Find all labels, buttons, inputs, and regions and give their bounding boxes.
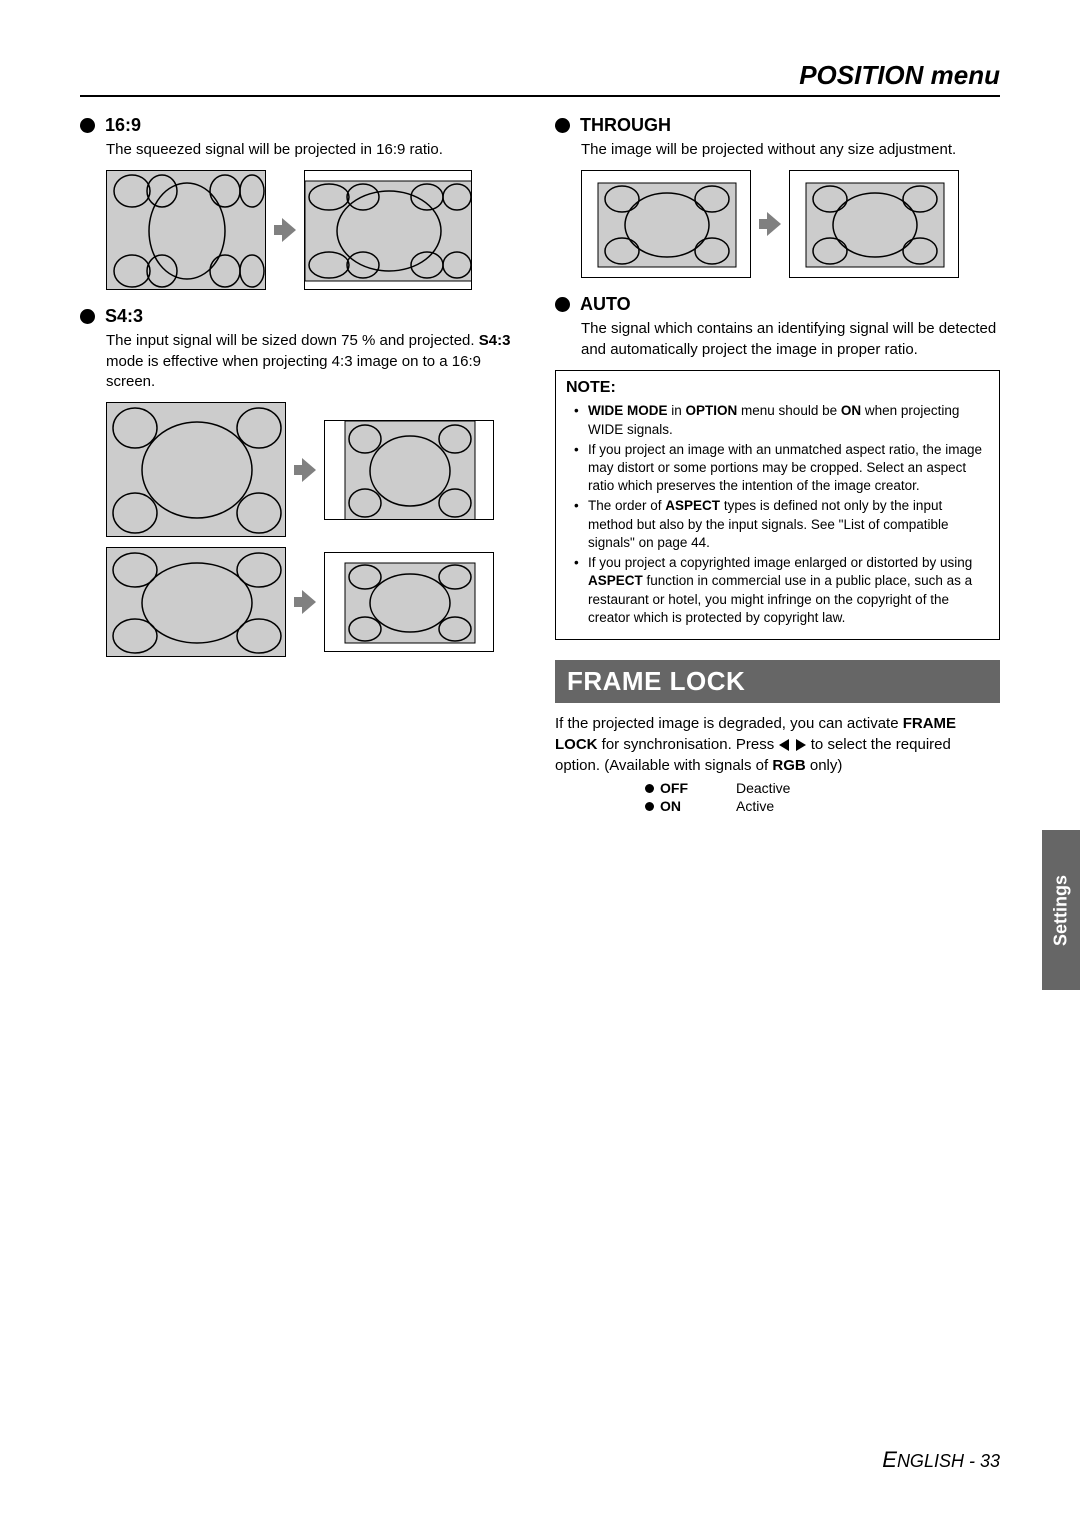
arrow-icon: [759, 212, 781, 236]
desc-auto: The signal which contains an identifying…: [581, 319, 1000, 360]
heading-16-9: 16:9: [80, 115, 525, 136]
footer-sep: -: [964, 1451, 980, 1471]
aspect-source-s43a: [106, 402, 286, 537]
note-item: The order of ASPECT types is defined not…: [580, 497, 989, 552]
page-title: POSITION menu: [80, 60, 1000, 97]
diagram-s4-3-row1: [106, 402, 525, 537]
heading-text: S4:3: [105, 306, 143, 327]
desc-s4-3: The input signal will be sized down 75 %…: [106, 331, 525, 392]
option-off: OFF Deactive: [645, 780, 1000, 796]
footer-page-num: 33: [980, 1451, 1000, 1471]
page-footer: ENGLISH - 33: [882, 1447, 1000, 1473]
note-title: NOTE:: [566, 377, 989, 399]
diagram-16-9: [106, 170, 525, 290]
aspect-result-16-9: [304, 170, 472, 290]
desc-16-9: The squeezed signal will be projected in…: [106, 140, 525, 160]
arrow-icon: [294, 590, 316, 614]
arrow-icon: [274, 218, 296, 242]
side-tab-settings: Settings: [1042, 830, 1080, 990]
note-item: If you project a copyrighted image enlar…: [580, 554, 989, 627]
diagram-through: [581, 170, 1000, 278]
note-item: If you project an image with an unmatche…: [580, 441, 989, 496]
bullet-icon: [555, 118, 570, 133]
note-item: WIDE MODE in OPTION menu should be ON wh…: [580, 402, 989, 438]
bullet-icon: [645, 802, 654, 811]
bullet-icon: [80, 118, 95, 133]
option-label: OFF: [660, 780, 730, 796]
aspect-result-s43a: [324, 420, 494, 520]
frame-lock-banner: FRAME LOCK: [555, 660, 1000, 703]
left-column: 16:9 The squeezed signal will be project…: [80, 115, 525, 816]
aspect-result-s43b: [324, 552, 494, 652]
heading-s4-3: S4:3: [80, 306, 525, 327]
aspect-source-s43b: [106, 547, 286, 657]
aspect-source-16-9: [106, 170, 266, 290]
footer-lang: ENGLISH: [882, 1451, 964, 1471]
frame-lock-options: OFF Deactive ON Active: [645, 780, 1000, 814]
right-column: THROUGH The image will be projected with…: [555, 115, 1000, 816]
desc-through: The image will be projected without any …: [581, 140, 1000, 160]
bullet-icon: [80, 309, 95, 324]
arrow-icon: [294, 458, 316, 482]
diagram-s4-3-row2: [106, 547, 525, 657]
content-columns: 16:9 The squeezed signal will be project…: [80, 115, 1000, 816]
bullet-icon: [555, 297, 570, 312]
heading-through: THROUGH: [555, 115, 1000, 136]
heading-text: THROUGH: [580, 115, 671, 136]
bullet-icon: [645, 784, 654, 793]
option-desc: Deactive: [736, 780, 790, 796]
note-box: NOTE: WIDE MODE in OPTION menu should be…: [555, 370, 1000, 640]
aspect-source-through: [581, 170, 751, 278]
frame-lock-body: If the projected image is degraded, you …: [555, 713, 1000, 776]
triangle-right-icon: [796, 739, 806, 751]
aspect-result-through: [789, 170, 959, 278]
heading-text: 16:9: [105, 115, 141, 136]
heading-text: AUTO: [580, 294, 631, 315]
option-on: ON Active: [645, 798, 1000, 814]
option-desc: Active: [736, 798, 774, 814]
option-label: ON: [660, 798, 730, 814]
heading-auto: AUTO: [555, 294, 1000, 315]
triangle-left-icon: [779, 739, 789, 751]
